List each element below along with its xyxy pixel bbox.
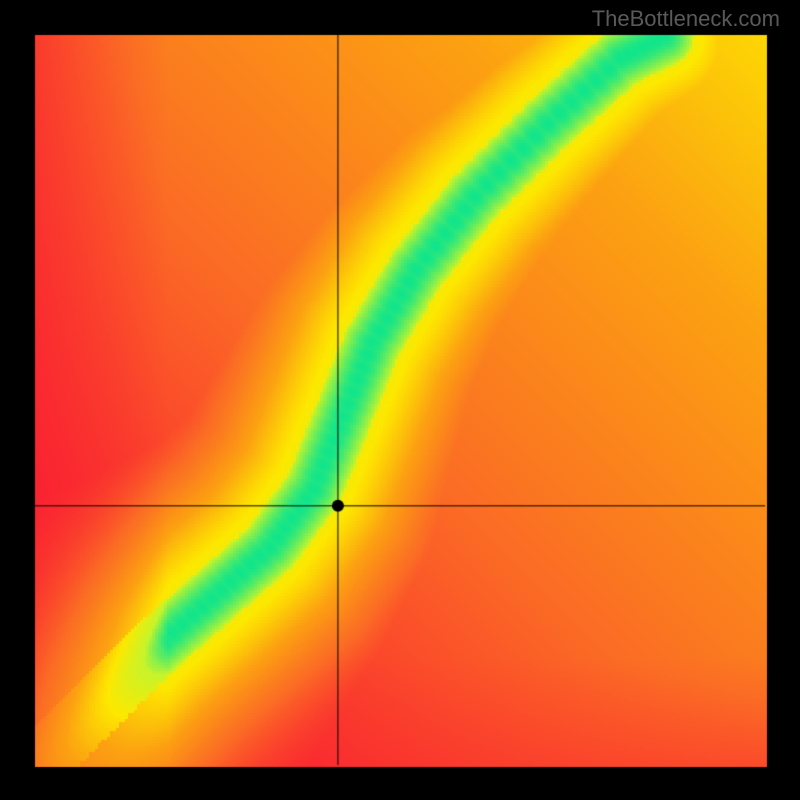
heatmap-plot bbox=[0, 0, 800, 800]
watermark-text: TheBottleneck.com bbox=[592, 6, 780, 32]
